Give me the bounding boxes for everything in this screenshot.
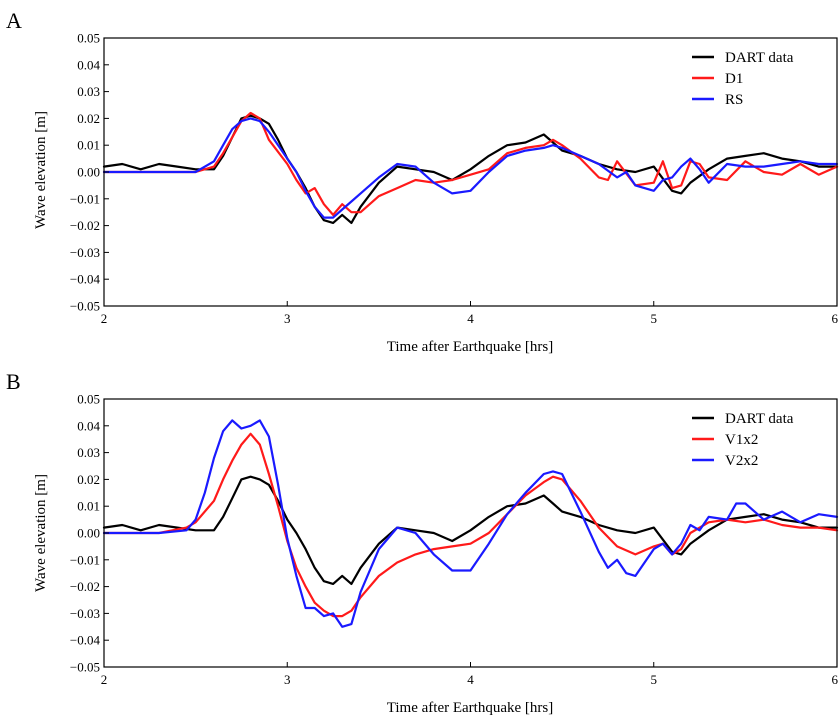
x-tick-label: 4 — [467, 311, 474, 326]
x-tick-label: 6 — [832, 311, 839, 326]
x-tick-label: 3 — [284, 311, 291, 326]
y-tick-label: −0.01 — [70, 552, 100, 567]
y-tick-label: 0.00 — [77, 165, 100, 180]
y-axis-label: Wave elevation [m] — [33, 111, 49, 229]
y-tick-label: 0.01 — [77, 138, 100, 153]
legend-label: V2x2 — [725, 453, 758, 469]
x-tick-label: 4 — [467, 672, 474, 687]
y-tick-label: −0.02 — [70, 579, 100, 594]
y-tick-label: 0.05 — [77, 31, 100, 46]
x-tick-label: 5 — [651, 311, 658, 326]
series-line-2 — [102, 419, 839, 628]
legend-label: RS — [725, 92, 743, 108]
y-tick-label: −0.04 — [70, 272, 101, 287]
legend-label: DART data — [725, 411, 794, 427]
legend-label: V1x2 — [725, 432, 758, 448]
x-tick-label: 5 — [651, 672, 658, 687]
x-tick-label: 2 — [101, 672, 108, 687]
y-tick-label: 0.03 — [77, 84, 100, 99]
y-tick-label: −0.03 — [70, 245, 100, 260]
series-line-2 — [102, 117, 839, 219]
y-tick-label: 0.02 — [77, 111, 100, 126]
y-tick-label: 0.02 — [77, 472, 100, 487]
legend-label: DART data — [725, 50, 794, 66]
x-tick-label: 6 — [832, 672, 839, 687]
y-axis-label: Wave elevation [m] — [33, 474, 49, 592]
y-tick-label: −0.01 — [70, 191, 100, 206]
panel-a: A Wave elevation [m] Time after Earthqua… — [6, 8, 839, 355]
y-tick-label: 0.00 — [77, 526, 100, 541]
panel-label: B — [6, 369, 21, 394]
panel-b: B Wave elevation [m] Time after Earthqua… — [6, 369, 839, 716]
legend-label: D1 — [725, 71, 743, 87]
series-line-0 — [102, 114, 839, 224]
series-line-1 — [102, 432, 839, 618]
y-tick-label: 0.04 — [77, 418, 100, 433]
y-tick-label: −0.04 — [70, 633, 101, 648]
series-line-0 — [102, 475, 839, 585]
y-tick-label: 0.04 — [77, 57, 100, 72]
y-tick-label: 0.05 — [77, 392, 100, 407]
y-tick-label: −0.05 — [70, 660, 100, 675]
panel-label: A — [6, 8, 22, 33]
x-axis-label: Time after Earthquake [hrs] — [387, 339, 553, 355]
y-tick-label: −0.05 — [70, 299, 100, 314]
x-axis-label: Time after Earthquake [hrs] — [387, 700, 553, 716]
y-tick-label: −0.03 — [70, 606, 100, 621]
x-tick-label: 2 — [101, 311, 108, 326]
y-tick-label: 0.03 — [77, 445, 100, 460]
x-tick-label: 3 — [284, 672, 291, 687]
y-tick-label: 0.01 — [77, 499, 100, 514]
y-tick-label: −0.02 — [70, 218, 100, 233]
